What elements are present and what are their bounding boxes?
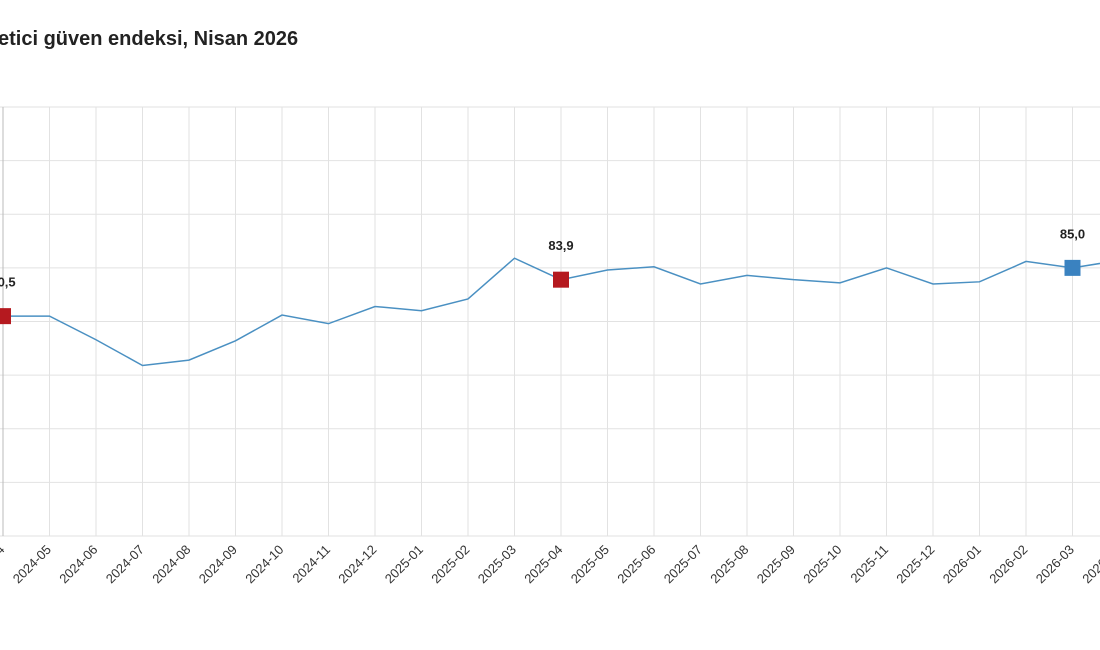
x-tick-label: 2025-02: [428, 542, 472, 586]
x-tick-label: 2026-03: [1033, 542, 1077, 586]
x-tick-label: 2025-09: [754, 542, 798, 586]
x-tick-label: 2024-08: [149, 542, 193, 586]
value-label: 85,0: [1060, 226, 1085, 241]
x-tick-label: 2026-04: [1079, 542, 1100, 586]
x-tick-label: 2025-05: [568, 542, 612, 586]
point-marker: [553, 271, 569, 288]
x-tick-label: 2026-02: [986, 542, 1030, 586]
x-tick-label: 2025-10: [800, 542, 844, 586]
line-series: [3, 257, 1100, 367]
x-tick-label: 2024-12: [335, 542, 379, 586]
x-tick-label: 2025-11: [847, 542, 891, 586]
point-marker: [1064, 259, 1081, 276]
x-tick-label: 2025-08: [707, 542, 751, 586]
x-tick-label: 2024-10: [242, 542, 286, 586]
x-tick-label: 2025-03: [475, 542, 519, 586]
x-tick-label: 2024-09: [196, 542, 240, 586]
point-marker: [0, 308, 11, 325]
x-tick-label: 2025-07: [661, 542, 705, 586]
x-tick-label: 2024-06: [56, 542, 100, 586]
x-tick-label: 2026-01: [940, 542, 984, 586]
x-tick-label: 2025-12: [893, 542, 937, 586]
value-label: 80,5: [0, 275, 16, 290]
x-tick-label: 2024-11: [289, 542, 333, 586]
x-tick-label: 2024-05: [10, 542, 54, 586]
x-tick-label: 2024-04: [0, 542, 8, 586]
x-tick-label: 2025-04: [521, 542, 565, 586]
value-label: 83,9: [548, 238, 573, 253]
chart-title: etici güven endeksi, Nisan 2026: [0, 28, 298, 50]
x-tick-label: 2025-06: [614, 542, 658, 586]
x-tick-label: 2025-01: [382, 542, 426, 586]
x-tick-label: 2024-07: [103, 542, 147, 586]
